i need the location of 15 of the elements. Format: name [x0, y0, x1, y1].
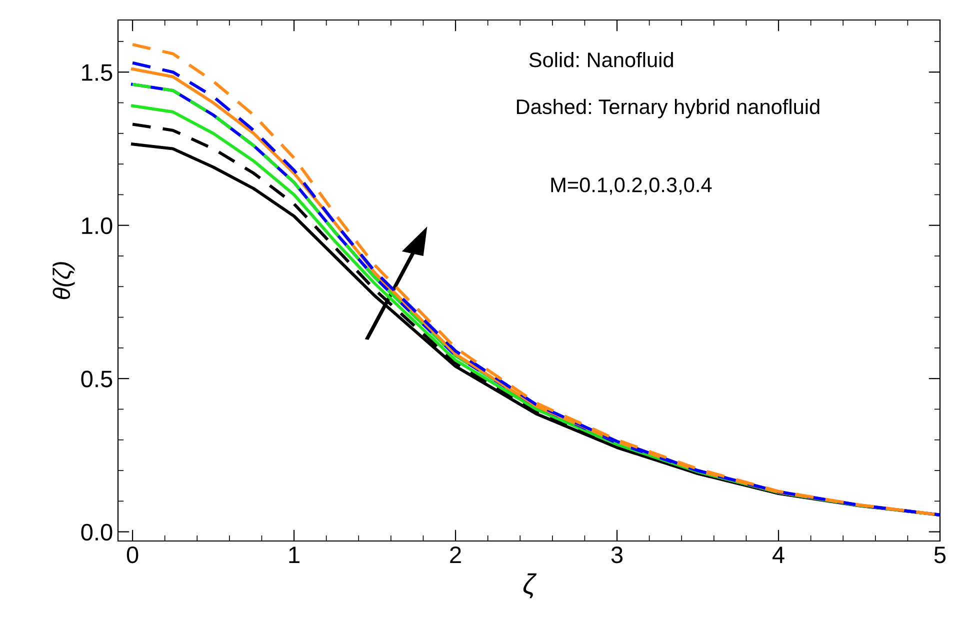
x-tick-label: 5 — [934, 546, 946, 564]
y-tick-label: 1.5 — [82, 64, 112, 81]
y-tick-label: 0.5 — [81, 370, 112, 388]
y-axis-title: θ(ζ) — [52, 262, 75, 300]
annotation: Dashed: Ternary hybrid nanofluid — [516, 98, 820, 118]
annotation: Solid: Nanofluid — [529, 52, 673, 68]
x-tick-label: 4 — [772, 546, 784, 563]
x-tick-label: 1 — [289, 546, 300, 563]
x-tick-label: 3 — [611, 546, 623, 564]
y-tick-label: 1.0 — [82, 217, 112, 234]
x-tick-label: 2 — [450, 546, 461, 563]
x-tick-label: 0 — [126, 546, 138, 564]
y-tick-label: 0.0 — [81, 524, 112, 541]
annotation: M=0.1,0.2,0.3,0.4 — [551, 178, 712, 195]
x-axis-title: ζ — [523, 573, 537, 599]
